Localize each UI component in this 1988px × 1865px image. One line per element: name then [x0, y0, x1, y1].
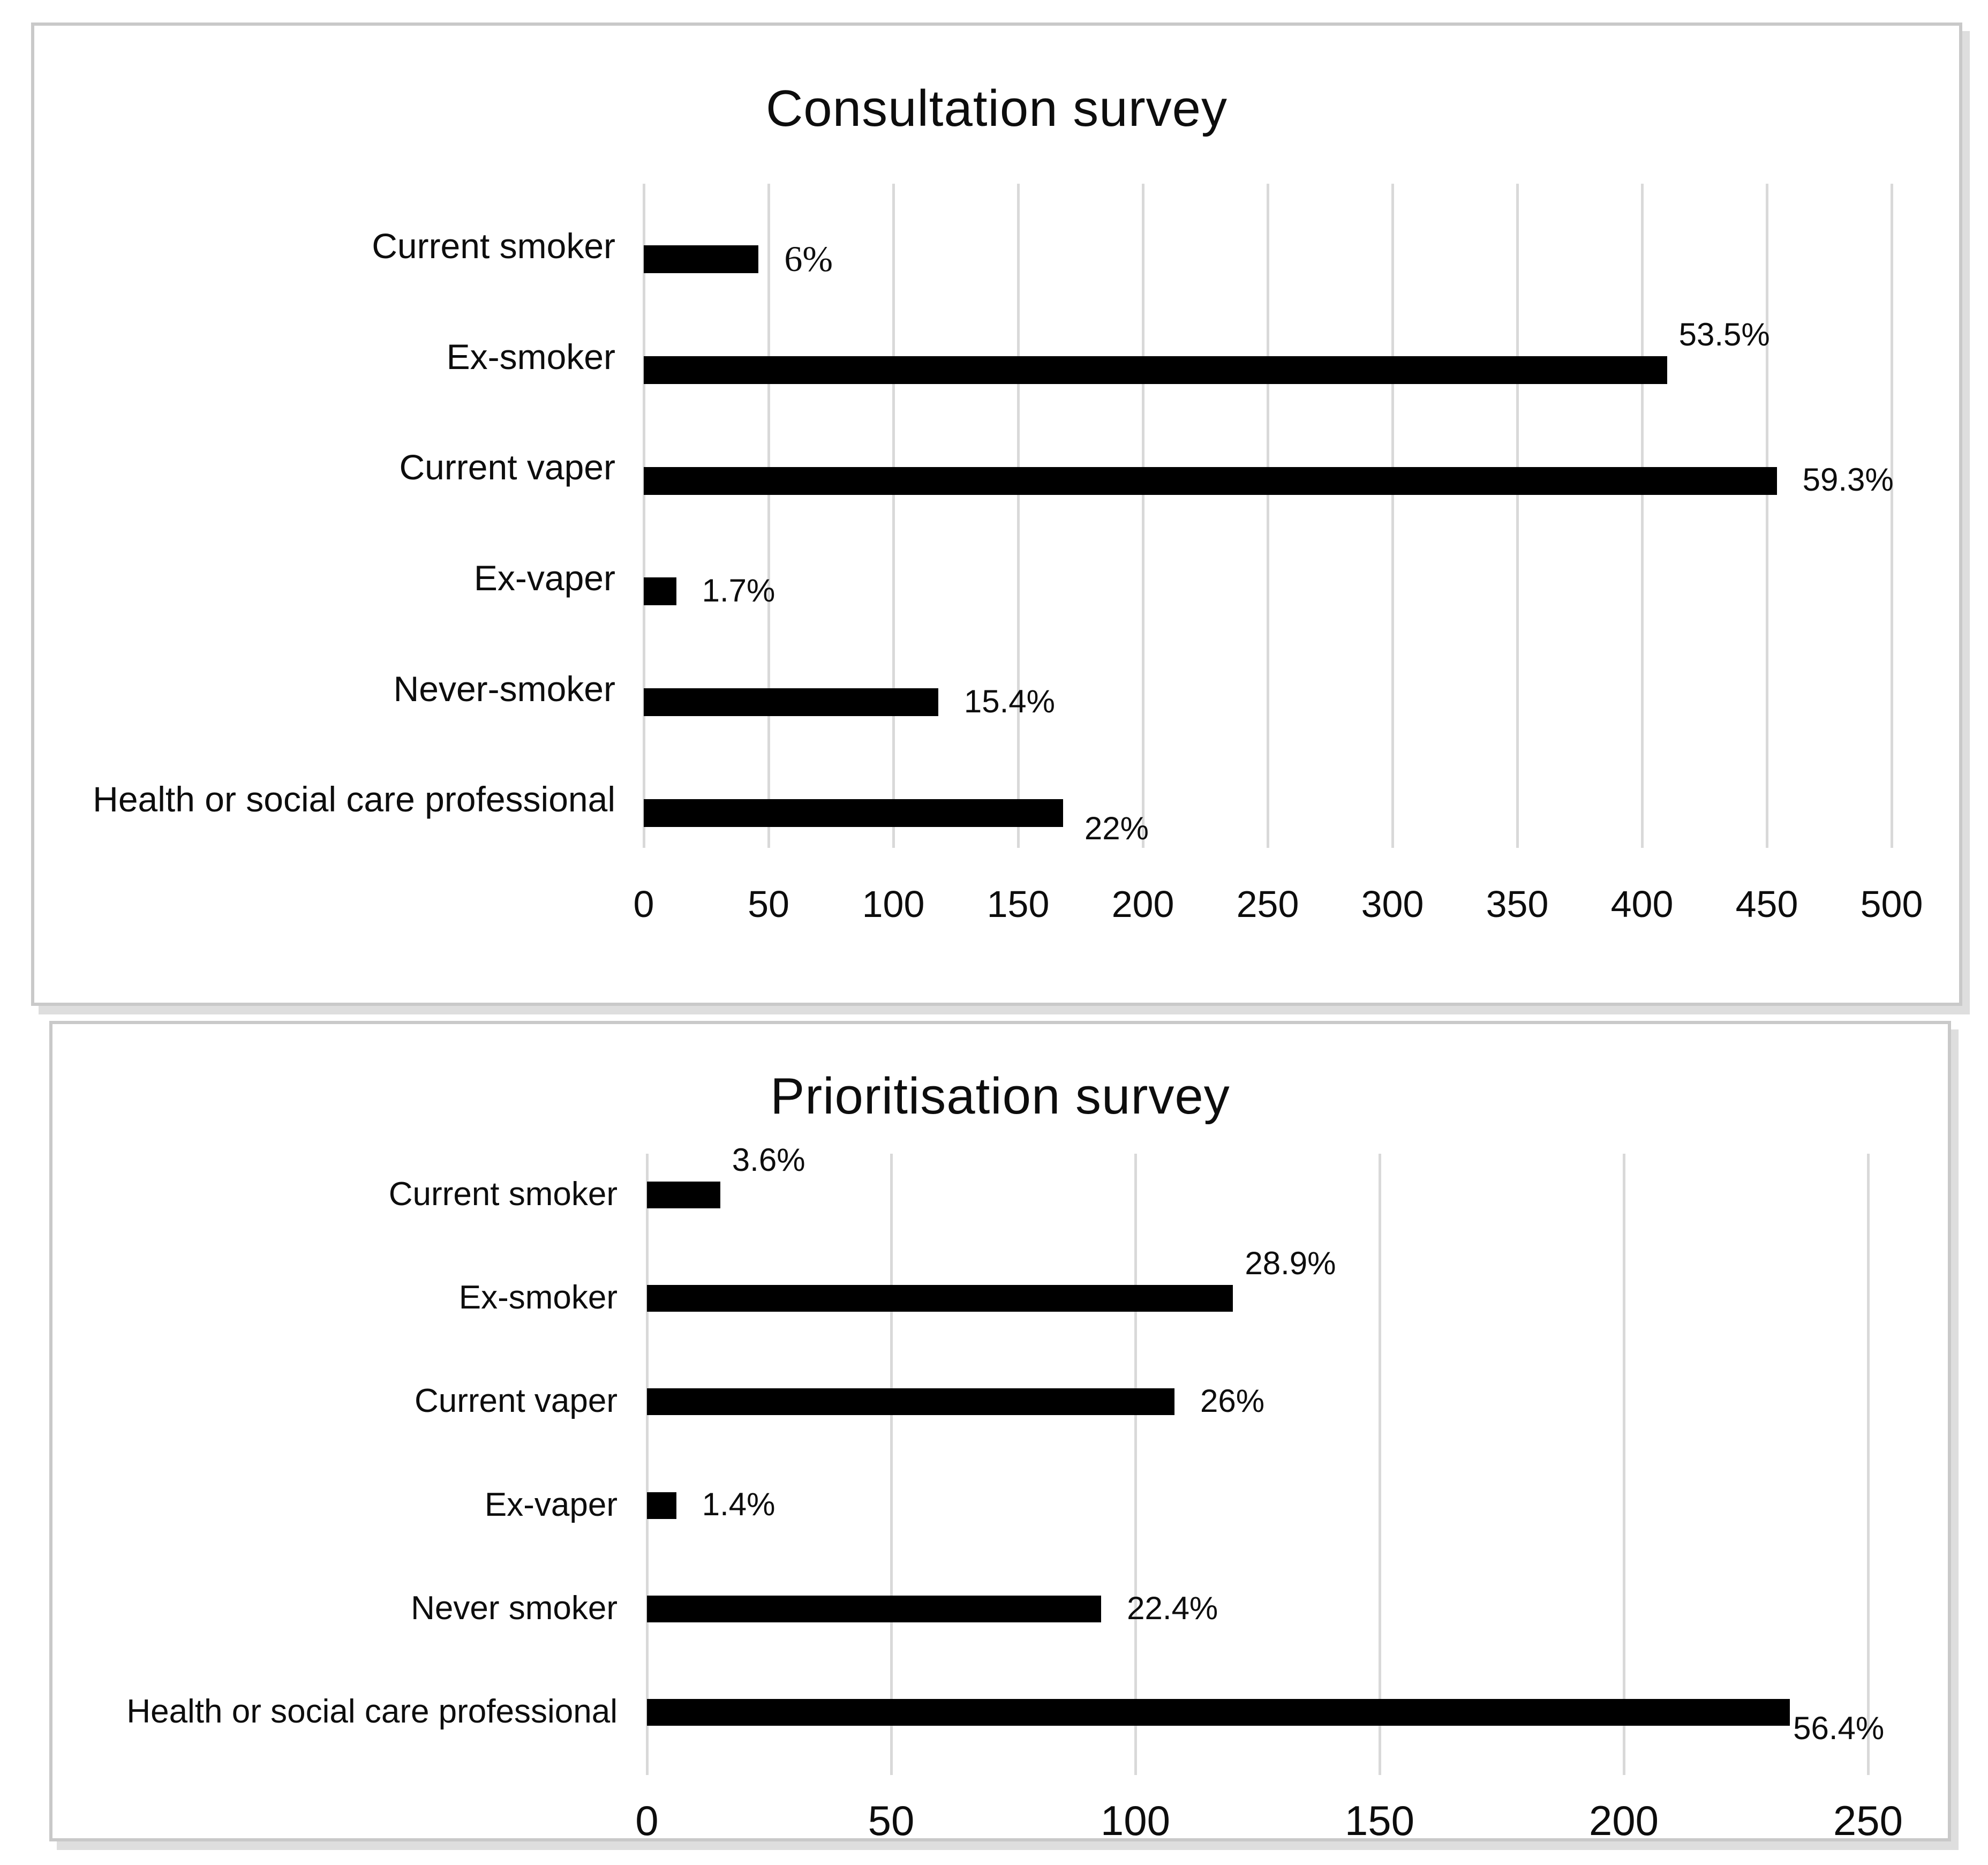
value-label: 15.4% — [963, 683, 1056, 719]
consultation-survey-panel: Consultation survey 0 50 100 150 200 250 300 35… — [31, 22, 1962, 1006]
x-axis-tick-label: 100 — [862, 883, 925, 925]
value-label: 53.5% — [1678, 317, 1770, 352]
gridline — [643, 184, 645, 848]
x-axis-tick-label: 200 — [1111, 883, 1174, 925]
gridline — [1379, 1154, 1381, 1775]
gridline — [1142, 184, 1144, 848]
category-label: Current smoker — [372, 226, 615, 266]
x-axis-tick-label: 250 — [1833, 1797, 1903, 1844]
category-label: Ex-vaper — [473, 558, 615, 598]
bar — [647, 1388, 1174, 1416]
gridline — [890, 1154, 893, 1775]
x-axis-tick-label: 100 — [1100, 1797, 1171, 1844]
category-label: Health or social care professional — [126, 1693, 618, 1731]
gridline — [1516, 184, 1519, 848]
bar — [647, 1596, 1102, 1622]
value-label: 28.9% — [1245, 1245, 1336, 1281]
category-label: Never smoker — [411, 1589, 618, 1627]
gridline — [646, 1154, 649, 1775]
category-label: Current vaper — [414, 1382, 618, 1420]
gridline — [1891, 184, 1893, 848]
bar — [647, 1181, 720, 1208]
gridline — [1017, 184, 1020, 848]
bar — [644, 688, 938, 716]
x-axis-tick-label: 50 — [868, 1797, 915, 1844]
x-axis-tick-label: 450 — [1735, 883, 1798, 925]
value-label: 26% — [1200, 1383, 1265, 1419]
gridline — [1766, 184, 1768, 848]
value-label: 1.7% — [702, 573, 775, 609]
category-label: Health or social care professional — [93, 779, 615, 819]
bar — [647, 1699, 1790, 1726]
category-label: Current vaper — [399, 447, 615, 487]
gridline — [1641, 184, 1644, 848]
prioritisation-survey-chart: 0 50 100 150 200 250 Current smoker 3.6% Ex-smok… — [52, 1024, 1948, 1844]
bar — [644, 245, 759, 274]
x-axis-tick-label: 250 — [1236, 883, 1299, 925]
value-label: 22% — [1084, 810, 1149, 846]
x-axis-tick-label: 400 — [1610, 883, 1674, 925]
bar — [647, 1285, 1233, 1312]
category-label: Ex-smoker — [458, 1279, 618, 1316]
value-label: 22.4% — [1127, 1590, 1218, 1626]
chart-title-consultation: Consultation survey — [765, 80, 1228, 137]
gridline — [1623, 1154, 1625, 1775]
value-label: 1.4% — [702, 1486, 775, 1523]
chart-title-prioritisation: Prioritisation survey — [770, 1067, 1230, 1125]
gridline — [1391, 184, 1394, 848]
bar — [644, 356, 1667, 384]
bar — [644, 799, 1063, 827]
category-label: Ex-smoker — [446, 336, 615, 377]
x-axis-tick-label: 0 — [635, 1797, 659, 1844]
bar — [644, 467, 1777, 495]
gridline — [1267, 184, 1269, 848]
value-label: 59.3% — [1802, 462, 1894, 498]
value-label: 6% — [784, 238, 833, 279]
x-axis-tick-label: 350 — [1486, 883, 1549, 925]
x-axis-tick-label: 300 — [1361, 883, 1424, 925]
x-axis-tick-label: 150 — [987, 883, 1050, 925]
bar — [647, 1492, 676, 1519]
value-label: 3.6% — [732, 1141, 805, 1178]
bar — [644, 577, 676, 606]
consultation-survey-chart: 0 50 100 150 200 250 300 350 400 450 500 Current sm… — [34, 26, 1959, 1003]
x-axis-tick-label: 200 — [1588, 1797, 1659, 1844]
gridline — [1134, 1154, 1137, 1775]
x-axis-tick-label: 0 — [633, 883, 654, 925]
x-axis-tick-label: 500 — [1860, 883, 1923, 925]
gridline — [1867, 1154, 1870, 1775]
x-axis-tick-label: 150 — [1344, 1797, 1415, 1844]
category-label: Never-smoker — [393, 668, 615, 709]
gridline — [767, 184, 770, 848]
category-label: Current smoker — [388, 1175, 618, 1213]
x-axis-tick-label: 50 — [748, 883, 789, 925]
value-label: 56.4% — [1793, 1710, 1885, 1747]
gridline — [892, 184, 895, 848]
category-label: Ex-vaper — [484, 1486, 618, 1523]
prioritisation-survey-panel: Prioritisation survey 0 50 100 150 200 250 Cur… — [49, 1021, 1951, 1841]
